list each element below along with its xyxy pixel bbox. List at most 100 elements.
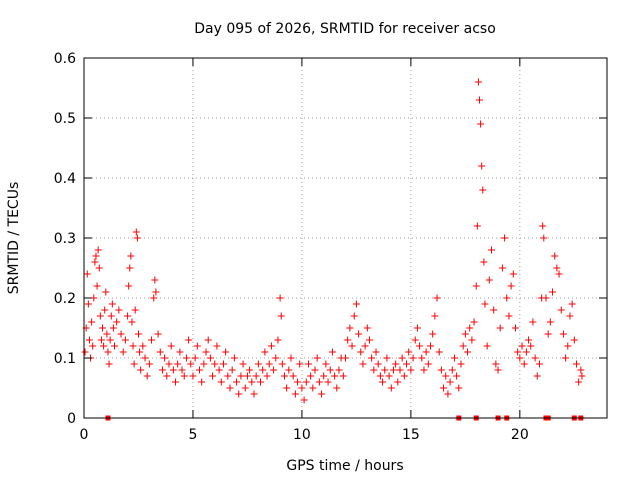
data-point [520,360,528,368]
chart-title: Day 095 of 2026, SRMTID for receiver acs… [194,21,496,37]
data-point [113,318,121,326]
data-point [527,342,535,350]
data-point [426,342,434,350]
data-point [202,348,210,356]
data-point [483,342,491,350]
data-point [291,390,299,398]
data-point [405,348,413,356]
data-point [477,120,485,128]
data-point [444,390,452,398]
data-point [398,354,406,362]
data-point [84,300,92,308]
data-point [109,324,117,332]
data-point [274,336,282,344]
x-tick-label: 0 [80,427,89,443]
data-point [555,270,563,278]
data-point [141,354,149,362]
data-point [96,312,104,320]
data-point [570,336,578,344]
data-point [241,384,249,392]
data-point [422,348,430,356]
y-tick-label: 0 [67,411,76,427]
data-point [418,354,426,362]
data-point [111,342,119,350]
data-point [215,366,223,374]
data-point [309,384,317,392]
data-point [224,372,232,380]
data-point [342,354,349,362]
data-point [163,372,171,380]
data-point [476,96,484,104]
data-point [143,372,151,380]
data-point [407,366,415,374]
data-point [464,348,472,356]
data-point [529,318,537,326]
x-tick-label: 20 [511,427,529,443]
data-point [106,336,114,344]
data-point [575,378,583,386]
data-point [187,360,195,368]
data-point [287,354,295,362]
data-point [200,360,208,368]
data-point [254,360,262,368]
data-point [542,294,550,302]
data-point [193,342,201,350]
data-point [276,294,284,302]
data-point [479,186,487,194]
data-point [151,276,159,284]
data-point [296,360,304,368]
data-point [459,342,467,350]
data-point [119,348,127,356]
y-tick-label: 0.2 [54,291,76,307]
data-point [559,330,567,338]
data-point [81,348,89,356]
y-tick-label: 0.3 [54,231,76,247]
data-point [129,342,137,350]
data-point [131,306,139,314]
data-point [239,360,247,368]
y-tick-label: 0.1 [54,351,76,367]
data-point [551,252,559,260]
data-point [108,300,116,308]
data-point [97,336,105,344]
data-point [376,372,384,380]
data-point [318,390,326,398]
data-point [433,294,441,302]
data-point [501,234,509,242]
data-point [485,276,493,284]
data-point [230,354,238,362]
data-point [577,366,585,374]
data-point [420,366,428,374]
data-point [440,384,448,392]
data-point [562,354,570,362]
data-point [516,354,524,362]
data-point [219,360,227,368]
data-point [125,282,133,290]
data-point [185,336,193,344]
data-point [267,342,275,350]
data-point [488,246,496,254]
data-point [272,354,280,362]
data-point [322,360,330,368]
data-point [280,372,288,380]
data-point [307,372,315,380]
data-point [496,324,504,332]
data-point [102,288,110,296]
data-point [313,354,321,362]
data-point [148,336,156,344]
data-point [535,360,543,368]
data-point [95,264,103,272]
data-point [328,348,336,356]
data-point [572,360,580,368]
data-point [88,318,96,326]
data-point [578,372,586,380]
data-point [156,348,164,356]
data-point [525,336,533,344]
y-tick-label: 0.4 [54,171,76,187]
data-point [237,372,245,380]
data-point [557,306,565,314]
data-point [243,372,251,380]
data-point [392,360,400,368]
data-point [505,312,513,320]
data-point [431,312,439,320]
